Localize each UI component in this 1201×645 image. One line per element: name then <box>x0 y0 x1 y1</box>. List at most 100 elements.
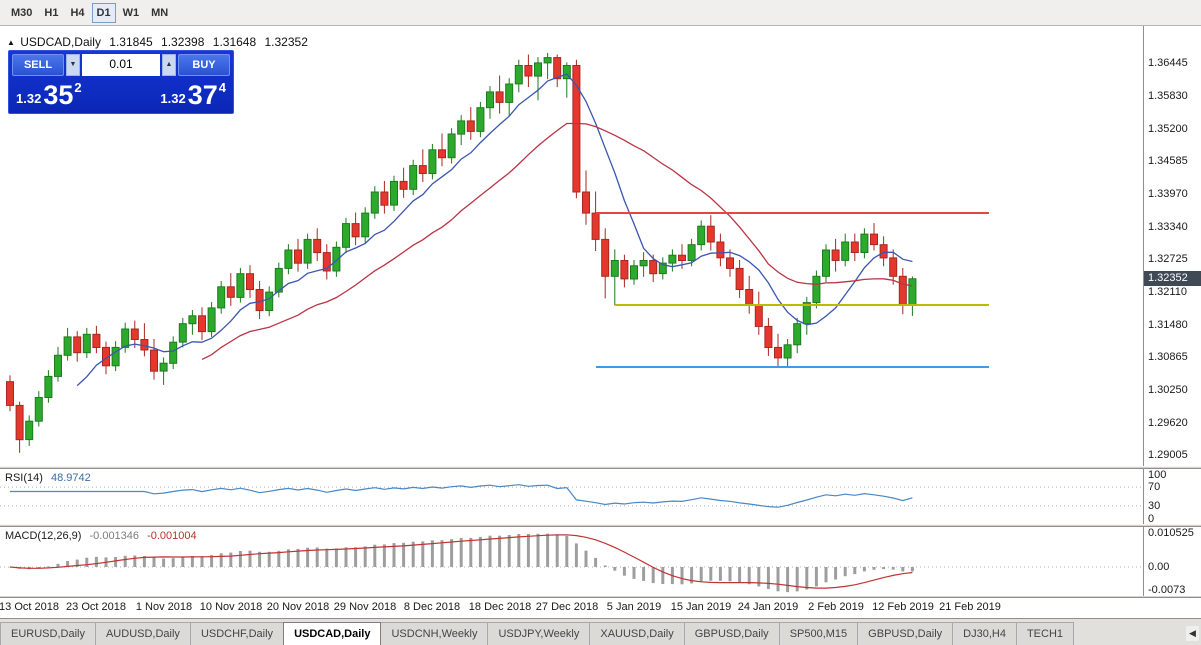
tab-gbpusd-daily-2[interactable]: GBPUSD,Daily <box>857 622 954 645</box>
macd-histogram-bar <box>747 567 751 585</box>
panel-separator <box>0 596 1201 598</box>
macd-histogram-bar <box>123 555 127 567</box>
chart-tabs: EURUSD,Daily AUDUSD,Daily USDCHF,Daily USDC… <box>0 622 1186 645</box>
ohlc-open: 1.31845 <box>109 35 153 49</box>
date-label: 20 Nov 2018 <box>266 601 330 613</box>
rsi-panel[interactable]: RSI(14) 48.9742 100 70 30 0 <box>0 469 1201 525</box>
price-chart-panel[interactable]: ▲ USDCAD,Daily 1.31845 1.32398 1.31648 1… <box>0 26 1201 466</box>
ohlc-low: 1.31648 <box>212 35 257 49</box>
tab-gbpusd-daily[interactable]: GBPUSD,Daily <box>683 622 780 645</box>
price-axis-tick: 1.29620 <box>1148 417 1188 429</box>
timeframe-button-d1[interactable]: D1 <box>91 2 116 23</box>
macd-histogram-bar <box>440 540 444 568</box>
macd-histogram-bar <box>94 556 98 567</box>
price-axis-tick: 1.33970 <box>1148 188 1188 200</box>
macd-histogram-bar <box>824 567 828 583</box>
volume-increase-button[interactable]: ▲ <box>162 54 176 76</box>
macd-histogram-bar <box>219 553 223 568</box>
tab-usdchf-daily[interactable]: USDCHF,Daily <box>189 622 285 645</box>
macd-histogram-bar <box>248 550 252 567</box>
ask-big-digits: 37 <box>187 80 218 110</box>
buy-button[interactable]: BUY <box>178 54 230 76</box>
rsi-axis-tick: 0 <box>1148 513 1155 525</box>
macd-panel[interactable]: MACD(12,26,9) -0.001346 -0.001004 0.0105… <box>0 527 1201 596</box>
macd-histogram-bar <box>766 567 770 589</box>
macd-histogram-bar <box>632 567 636 579</box>
price-axis-tick: 1.32725 <box>1148 253 1188 265</box>
volume-input[interactable]: 0.01 <box>82 54 160 76</box>
ohlc-close: 1.32352 <box>264 35 308 49</box>
price-axis-tick: 1.35200 <box>1148 123 1188 135</box>
tab-eurusd-daily[interactable]: EURUSD,Daily <box>0 622 96 645</box>
rsi-axis-tick: 30 <box>1148 500 1161 512</box>
macd-histogram-bar <box>738 567 742 583</box>
price-plot[interactable]: ▲ USDCAD,Daily 1.31845 1.32398 1.31648 1… <box>0 26 1143 466</box>
macd-histogram-bar <box>536 533 540 567</box>
ask-price-display[interactable]: 1.32 37 4 <box>156 77 230 111</box>
macd-chart <box>0 533 1143 593</box>
macd-histogram-bar <box>277 550 281 567</box>
volume-decrease-button[interactable]: ▼ <box>66 54 80 76</box>
tab-audusd-daily[interactable]: AUDUSD,Daily <box>94 622 191 645</box>
macd-histogram-bar <box>872 567 876 570</box>
rsi-name: RSI(14) <box>5 472 43 484</box>
tab-dj30-h4[interactable]: DJ30,H4 <box>952 622 1017 645</box>
price-axis-tick: 1.34585 <box>1148 155 1188 167</box>
timeframe-button-mn[interactable]: MN <box>151 6 169 19</box>
tab-usdjpy-weekly[interactable]: USDJPY,Weekly <box>487 622 591 645</box>
macd-histogram-bar <box>565 535 569 567</box>
macd-histogram-bar <box>843 567 847 577</box>
date-label: 29 Nov 2018 <box>333 601 397 613</box>
date-label: 2 Feb 2019 <box>808 601 864 613</box>
tab-xauusd-daily[interactable]: XAUUSD,Daily <box>589 622 685 645</box>
macd-histogram-bar <box>651 567 655 584</box>
date-label: 1 Nov 2018 <box>135 601 193 613</box>
rsi-plot[interactable]: RSI(14) 48.9742 <box>0 469 1143 524</box>
tab-sp500-m15[interactable]: SP500,M15 <box>778 622 859 645</box>
panel-separator[interactable] <box>0 466 1201 469</box>
macd-signal-value: -0.001004 <box>147 530 197 542</box>
timeframe-button-h1[interactable]: H1 <box>44 6 59 19</box>
chart-title-bar: ▲ USDCAD,Daily 1.31845 1.32398 1.31648 1… <box>7 35 313 49</box>
tab-scroll-left-button[interactable]: ◀ <box>1186 626 1199 641</box>
chart-shift-marker-icon: ▲ <box>7 38 15 47</box>
bid-price-display[interactable]: 1.32 35 2 <box>12 77 86 111</box>
ma-slow-line <box>201 122 913 360</box>
macd-histogram-bar <box>450 539 454 567</box>
macd-histogram-bar <box>728 567 732 582</box>
macd-histogram-bar <box>910 567 914 572</box>
timeframe-toolbar: M30 H1 H4 D1 W1 MN <box>0 0 1201 26</box>
rsi-line <box>10 484 913 508</box>
macd-histogram-bar <box>354 547 358 567</box>
macd-name: MACD(12,26,9) <box>5 530 82 542</box>
timeframe-button-h4[interactable]: H4 <box>70 6 85 19</box>
macd-histogram-bar <box>498 535 502 567</box>
macd-histogram-bar <box>171 558 175 567</box>
price-axis-tick: 1.32110 <box>1148 286 1187 298</box>
macd-plot[interactable]: MACD(12,26,9) -0.001346 -0.001004 <box>0 527 1143 596</box>
macd-histogram-bar <box>421 541 425 567</box>
ohlc-high: 1.32398 <box>161 35 205 49</box>
sell-button[interactable]: SELL <box>12 54 64 76</box>
price-axis-tick: 1.31480 <box>1148 319 1188 331</box>
macd-value: -0.001346 <box>89 530 140 542</box>
timeframe-button-m30[interactable]: M30 <box>11 6 33 19</box>
macd-histogram-bar <box>296 548 300 567</box>
ma-fast-line <box>76 73 913 387</box>
macd-histogram-bar <box>574 543 578 567</box>
macd-histogram-bar <box>392 543 396 567</box>
panel-separator[interactable] <box>0 524 1201 527</box>
price-axis-tick: 1.30865 <box>1148 351 1188 363</box>
tab-tech1[interactable]: TECH1 <box>1015 622 1074 645</box>
macd-histogram-bar <box>66 561 70 567</box>
tab-usdcnh-weekly[interactable]: USDCNH,Weekly <box>380 622 489 645</box>
macd-histogram-bar <box>181 557 185 567</box>
timeframe-button-w1[interactable]: W1 <box>122 6 140 19</box>
macd-histogram-bar <box>325 548 329 567</box>
macd-histogram-bar <box>334 548 338 567</box>
tab-usdcad-daily[interactable]: USDCAD,Daily <box>283 622 382 645</box>
macd-histogram-bar <box>142 556 146 568</box>
macd-histogram-bar <box>258 551 262 567</box>
macd-histogram-bar <box>133 555 137 567</box>
macd-axis-tick: -0.0073 <box>1148 584 1186 596</box>
